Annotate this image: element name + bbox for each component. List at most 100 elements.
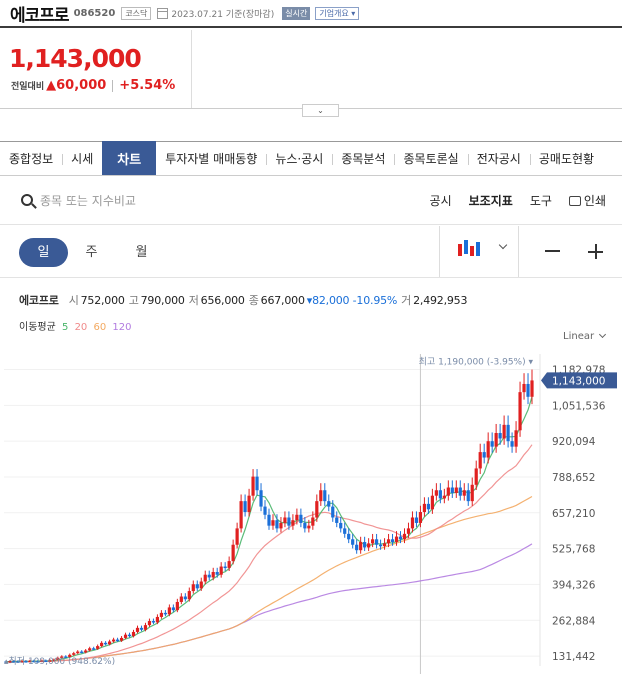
candle-body bbox=[442, 495, 446, 499]
ohlc-open: 752,000 bbox=[80, 294, 125, 307]
candle-body bbox=[28, 660, 32, 663]
zoom-in-icon[interactable] bbox=[588, 244, 603, 259]
candle-body bbox=[291, 520, 295, 526]
candle-body bbox=[402, 533, 407, 540]
tools-link[interactable]: 도구 bbox=[529, 194, 552, 208]
y-tick-label: 131,442 bbox=[552, 651, 595, 663]
candle-body bbox=[514, 430, 518, 447]
y-tick-label: 394,326 bbox=[552, 579, 596, 591]
candle-body bbox=[371, 539, 375, 544]
candlestick-icon bbox=[458, 240, 480, 260]
ma-60-label: 60 bbox=[93, 322, 107, 333]
chart-toolbar: 공시 보조지표 도구 인쇄 bbox=[0, 177, 622, 225]
current-price: 1,143,000 bbox=[9, 44, 142, 73]
candle-body bbox=[187, 591, 191, 600]
zoom-out-icon[interactable] bbox=[545, 250, 560, 252]
candle-body bbox=[299, 514, 303, 523]
candle-body bbox=[386, 539, 391, 544]
candle-body bbox=[24, 661, 28, 663]
tab-investor-trading[interactable]: 투자자별 매매동향 bbox=[165, 152, 258, 166]
candle-body bbox=[267, 514, 271, 526]
tab-disclosure[interactable]: 전자공시 bbox=[467, 142, 530, 175]
candle-body bbox=[40, 660, 44, 663]
candle-body bbox=[36, 661, 40, 663]
chart-type-select[interactable] bbox=[439, 226, 519, 277]
candle-body bbox=[195, 584, 199, 589]
candle-body bbox=[347, 533, 351, 540]
company-overview-button[interactable]: 기업개요 ▾ bbox=[315, 6, 360, 20]
tab-analysis[interactable]: 종목분석 bbox=[332, 142, 394, 175]
candle-body bbox=[155, 616, 160, 623]
candle-body bbox=[490, 441, 494, 447]
disclosure-link[interactable]: 공시 bbox=[429, 194, 452, 208]
candle-body bbox=[319, 490, 323, 502]
tab-quotes[interactable]: 시세 bbox=[62, 142, 102, 175]
candle-body bbox=[434, 490, 438, 496]
tab-discussion[interactable]: 종목토론실 bbox=[394, 142, 467, 175]
candle-body bbox=[526, 383, 530, 397]
chevron-down-icon bbox=[498, 240, 508, 250]
ohlc-volume: 2,492,953 bbox=[413, 294, 468, 307]
candle-body bbox=[84, 650, 88, 653]
candle-body bbox=[104, 642, 108, 645]
candle-body bbox=[255, 476, 259, 491]
candle-body bbox=[227, 561, 231, 568]
stock-code: 086520 bbox=[73, 7, 116, 19]
candle-body bbox=[207, 574, 211, 578]
scale-label: Linear bbox=[563, 331, 595, 342]
period-week-button[interactable]: 주 bbox=[85, 245, 98, 260]
change-amount-value: 60,000 bbox=[56, 78, 107, 93]
realtime-button[interactable]: 실시간 bbox=[282, 6, 311, 20]
candle-body bbox=[231, 544, 235, 562]
candle-body bbox=[171, 607, 175, 611]
tool-links: 공시 보조지표 도구 인쇄 bbox=[430, 192, 606, 209]
indicator-link[interactable]: 보조지표 bbox=[468, 194, 513, 208]
candle-body bbox=[199, 581, 203, 589]
candle-body bbox=[108, 641, 112, 645]
search-icon[interactable] bbox=[21, 194, 33, 206]
candle-body bbox=[311, 517, 315, 526]
candle-body bbox=[76, 651, 80, 654]
candle-body bbox=[8, 661, 12, 663]
tab-short-selling[interactable]: 공매도현황 bbox=[529, 142, 603, 175]
period-day-button[interactable]: 일 bbox=[19, 238, 68, 267]
candle-body bbox=[64, 656, 68, 658]
candle-body bbox=[56, 657, 60, 660]
candle-body bbox=[474, 468, 478, 485]
candle-body bbox=[462, 490, 466, 496]
print-button[interactable]: 인쇄 bbox=[568, 192, 606, 209]
candle-body bbox=[119, 637, 124, 641]
change-amount: ▲60,000 bbox=[46, 78, 106, 93]
min-price-annotation: ▴최저 109,000 (948.62%) bbox=[4, 656, 115, 667]
price-chart[interactable]: 1,182,9781,051,536920,094788,652657,2105… bbox=[0, 340, 622, 674]
candle-body bbox=[243, 501, 247, 513]
period-month-button[interactable]: 월 bbox=[135, 245, 148, 260]
y-tick-label: 262,884 bbox=[552, 615, 596, 627]
candle-body bbox=[151, 621, 156, 623]
candle-body bbox=[68, 654, 72, 658]
tab-chart[interactable]: 차트 bbox=[102, 141, 157, 175]
candle-body bbox=[80, 651, 84, 654]
candle-body bbox=[502, 424, 506, 439]
y-tick-label: 1,051,536 bbox=[552, 400, 606, 412]
candle-body bbox=[530, 380, 534, 397]
candle-body bbox=[466, 490, 470, 502]
candle-body bbox=[279, 522, 283, 529]
moving-average-legend[interactable]: 이동평균 5 20 60 120 bbox=[19, 318, 135, 333]
candle-body bbox=[127, 634, 132, 637]
candle-body bbox=[363, 542, 367, 548]
candle-body bbox=[470, 484, 474, 502]
compare-search-input[interactable] bbox=[40, 191, 240, 211]
ma-20-label: 20 bbox=[74, 322, 88, 333]
tab-overview[interactable]: 종합정보 bbox=[9, 152, 54, 166]
candle-body bbox=[398, 536, 403, 540]
candle-body bbox=[175, 601, 179, 611]
collapse-button[interactable]: ⌄ bbox=[302, 104, 339, 117]
date-text: 2023.07.21 기준(장마감) bbox=[171, 9, 275, 20]
candle-body bbox=[315, 501, 319, 518]
tab-news[interactable]: 뉴스·공시 bbox=[266, 142, 332, 175]
scale-select[interactable]: Linear bbox=[563, 330, 607, 342]
candle-body bbox=[331, 506, 335, 518]
market-badge: 코스닥 bbox=[121, 6, 152, 20]
candle-body bbox=[518, 392, 522, 431]
